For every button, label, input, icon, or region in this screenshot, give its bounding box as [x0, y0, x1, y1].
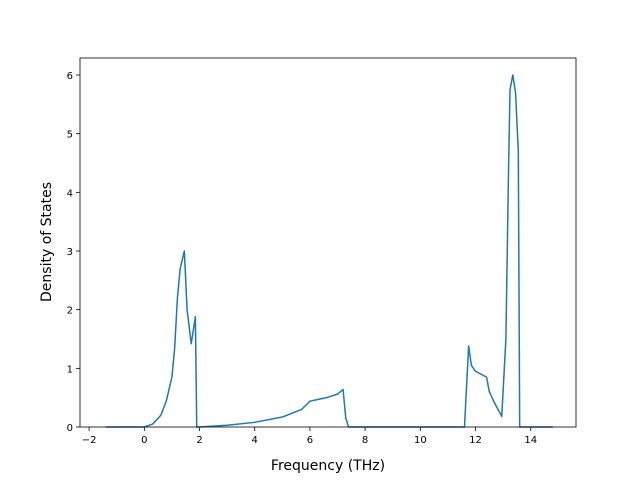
x-tick-label: 10 — [414, 435, 427, 446]
y-tick-label: 0 — [67, 423, 73, 434]
x-tick-label: 14 — [524, 435, 537, 446]
y-tick-label: 6 — [67, 71, 73, 82]
y-tick-label: 4 — [67, 188, 73, 199]
x-tick-label: 2 — [196, 435, 202, 446]
y-tick-label: 5 — [67, 130, 73, 141]
x-tick-label: −2 — [82, 435, 97, 446]
data-line — [105, 74, 553, 428]
y-tick-label: 3 — [67, 247, 73, 258]
x-tick-label: 12 — [469, 435, 482, 446]
x-tick-label: 8 — [362, 435, 368, 446]
x-tick-label: 0 — [141, 435, 147, 446]
y-axis-label: Density of States — [39, 182, 55, 302]
x-tick-label: 4 — [252, 435, 258, 446]
plot-frame — [79, 57, 577, 428]
x-tick-label: 6 — [307, 435, 313, 446]
y-tick-label: 1 — [67, 364, 73, 375]
x-axis-label: Frequency (THz) — [271, 458, 385, 474]
y-tick-label: 2 — [67, 306, 73, 317]
